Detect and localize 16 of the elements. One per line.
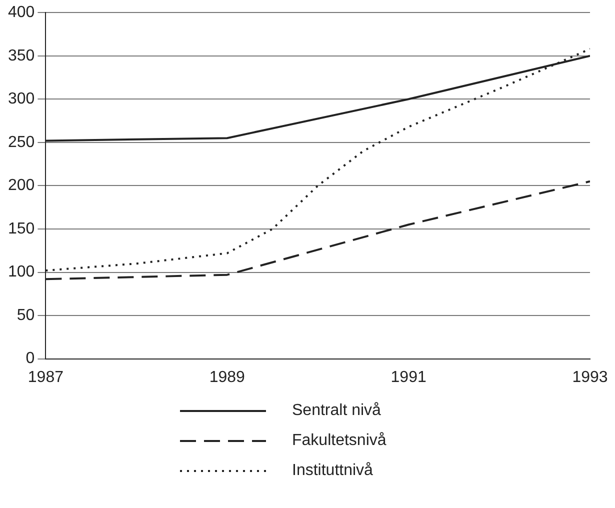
x-tick-label: 1987 (28, 368, 64, 386)
y-tick-label: 400 (8, 4, 35, 22)
y-tick-label: 350 (8, 47, 35, 64)
x-tick-label: 1991 (390, 368, 426, 386)
y-tick-label: 150 (8, 220, 35, 238)
y-tick-label: 200 (8, 177, 35, 194)
legend-label: Sentralt nivå (292, 402, 381, 420)
legend-label: Instituttnivå (292, 462, 373, 480)
x-tick-label: 1989 (209, 368, 246, 386)
x-tick-label: 1993 (572, 368, 608, 386)
y-tick-label: 100 (8, 264, 35, 281)
y-tick-label: 50 (16, 306, 35, 324)
y-tick-label: 0 (26, 350, 35, 368)
y-tick-label: 300 (8, 90, 35, 108)
legend-label: Fakultetsnivå (292, 432, 386, 450)
y-tick-label: 250 (8, 134, 35, 151)
